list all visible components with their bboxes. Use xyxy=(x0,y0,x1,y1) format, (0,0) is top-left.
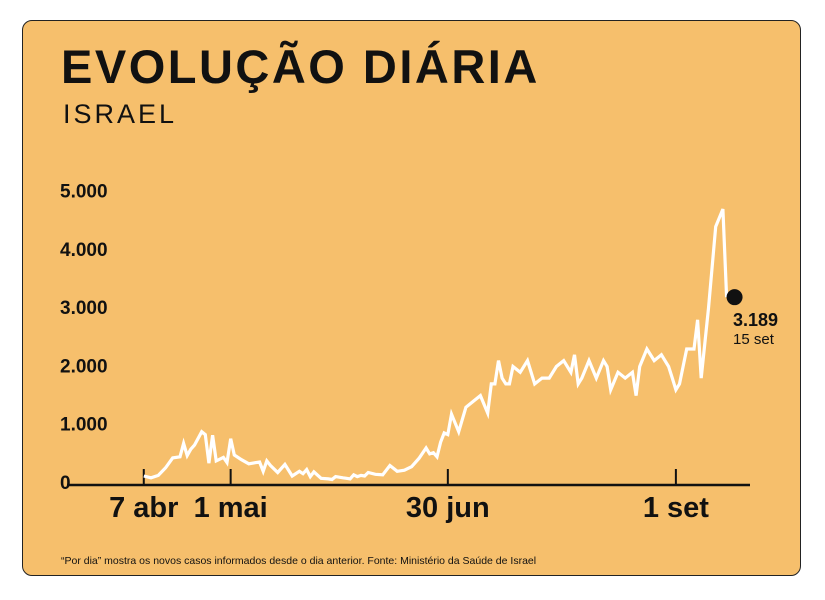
x-tick-label: 7 abr xyxy=(109,492,178,524)
highlight-point xyxy=(726,289,743,306)
y-tick-label: 2.000 xyxy=(60,356,108,377)
series-line xyxy=(143,208,729,482)
highlight-value-label: 3.189 xyxy=(733,310,778,330)
highlight-date-label: 15 set xyxy=(733,331,775,348)
y-tick-label: 1.000 xyxy=(60,415,108,436)
y-tick-label: 3.000 xyxy=(60,298,108,319)
footnote: “Por dia” mostra os novos casos informad… xyxy=(61,555,537,567)
x-tick-label: 1 mai xyxy=(194,492,268,524)
y-tick-label: 5.000 xyxy=(60,182,108,203)
chart-subtitle: ISRAEL xyxy=(63,99,178,129)
x-tick-label: 1 set xyxy=(643,492,709,524)
y-tick-label: 0 xyxy=(60,473,71,494)
chart-title: EVOLUÇÃO DIÁRIA xyxy=(61,40,540,93)
x-tick-label: 30 jun xyxy=(406,492,490,524)
y-tick-label: 4.000 xyxy=(60,240,108,261)
chart-card: EVOLUÇÃO DIÁRIA ISRAEL “Por dia” mostra … xyxy=(22,20,801,576)
